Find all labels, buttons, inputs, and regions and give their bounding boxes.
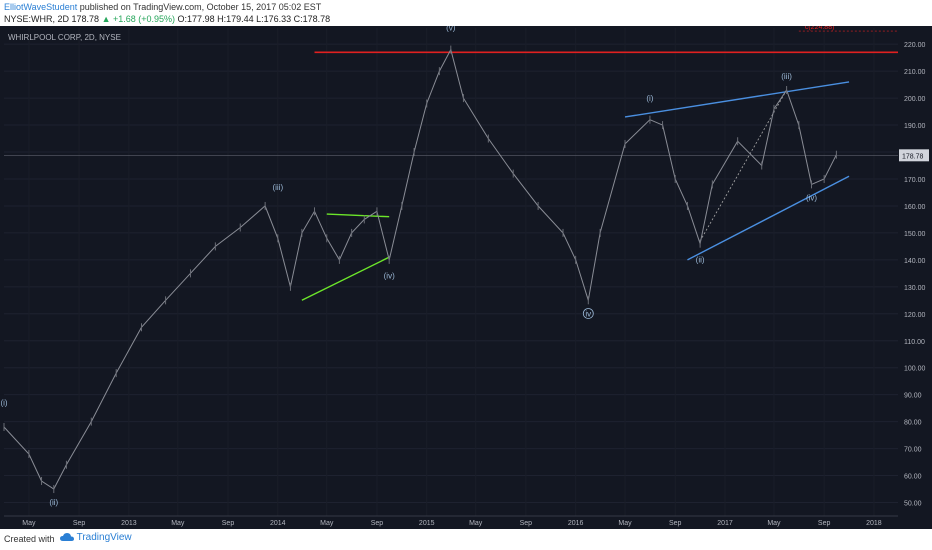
y-tick-label: 210.00 — [904, 69, 926, 76]
x-tick-label: Sep — [520, 520, 533, 527]
footer: Created with TradingView — [0, 529, 932, 550]
x-tick-label: 2013 — [121, 520, 137, 527]
chart-title: WHIRLPOOL CORP, 2D, NYSE — [8, 33, 121, 42]
last-price-marker — [899, 149, 929, 162]
wave-label-text: (i) — [646, 94, 653, 103]
y-tick-label: 80.00 — [904, 420, 922, 427]
wave-label: (iv) — [384, 272, 395, 281]
triangle-lower-line — [301, 256, 390, 301]
x-tick-label: Sep — [669, 520, 682, 527]
published-text: published on TradingView.com, October 15… — [79, 2, 322, 12]
wave-label: (iv) — [806, 194, 817, 203]
x-tick-label: May — [22, 520, 36, 527]
ohlc-values: O:177.98 H:179.44 L:176.33 C:178.78 — [177, 14, 331, 24]
y-tick-label: 220.00 — [904, 42, 926, 49]
wave-label: (ii) — [49, 498, 58, 507]
brand-label: TradingView — [76, 532, 132, 543]
wave-label: (ii) — [696, 256, 705, 265]
wave-label-text: (ii) — [696, 256, 705, 265]
x-tick-label: 2014 — [270, 520, 286, 527]
wave-label-text: (i) — [0, 398, 7, 407]
wedge-upper-line — [624, 81, 850, 118]
price-target-label: c(224.88) — [805, 26, 835, 31]
y-tick-label: 140.00 — [904, 258, 926, 265]
wave-label-text: (iv) — [806, 194, 817, 203]
x-tick-label: Sep — [222, 520, 235, 527]
x-tick-label: Sep — [818, 520, 831, 527]
last-price: 178.78 — [71, 14, 100, 24]
x-tick-label: May — [618, 520, 632, 527]
y-tick-label: 160.00 — [904, 204, 926, 211]
y-tick-label: 60.00 — [904, 474, 922, 481]
y-tick-label: 190.00 — [904, 123, 926, 130]
wave-label: (i) — [0, 398, 7, 407]
wave-label-text: (ii) — [49, 498, 58, 507]
chart-area[interactable]: 50.00 60.00 70.00 80.00 90.00 100.00 110.00 120… — [0, 8, 932, 529]
x-tick-label: May — [320, 520, 334, 527]
wave-label: (i) — [646, 94, 653, 103]
x-tick-label: 2016 — [568, 520, 584, 527]
wave-label-text: iv — [585, 309, 591, 318]
wave-label-text: (v) — [446, 26, 456, 33]
y-tick-label: 150.00 — [904, 231, 926, 238]
y-tick-label: 170.00 — [904, 177, 926, 184]
y-tick-label: 50.00 — [904, 501, 922, 508]
wave-circle — [582, 308, 594, 319]
wave-label: (v) — [446, 24, 456, 33]
price-scale — [898, 26, 932, 529]
symbol-label: NYSE:WHR, 2D — [4, 14, 70, 24]
author-link[interactable]: ElliotWaveStudent — [4, 2, 78, 12]
wave-label: (iii) — [781, 72, 792, 81]
created-with-text: Created with — [4, 534, 55, 544]
x-tick-label: May — [171, 520, 185, 527]
tradingview-brand[interactable]: TradingView — [60, 532, 132, 543]
y-tick-label: 70.00 — [904, 447, 922, 454]
wave-label-text: (iii) — [781, 72, 792, 81]
price-change: ▲ +1.68 (+0.95%) — [101, 14, 176, 24]
y-tick-label: 100.00 — [904, 366, 926, 373]
wave-label-text: (iii) — [272, 183, 283, 192]
wave-label-text: (iv) — [384, 272, 395, 281]
x-tick-label: May — [767, 520, 781, 527]
wedge-lower-line — [687, 175, 850, 261]
wave-label: iv — [582, 308, 594, 319]
price-chart[interactable]: 50.00 60.00 70.00 80.00 90.00 100.00 110.00 120… — [0, 8, 932, 529]
x-tick-label: 2015 — [419, 520, 435, 527]
last-price-value: 178.78 — [902, 153, 924, 160]
publish-header: ElliotWaveStudent published on TradingVi… — [0, 0, 932, 26]
x-tick-label: May — [469, 520, 483, 527]
x-tick-label: 2018 — [866, 520, 882, 527]
cloud-icon — [60, 532, 74, 541]
x-tick-label: 2017 — [717, 520, 733, 527]
publish-line: ElliotWaveStudent published on TradingVi… — [4, 2, 321, 12]
x-tick-label: Sep — [73, 520, 86, 527]
symbol-line: NYSE:WHR, 2D 178.78 ▲ +1.68 (+0.95%) O:1… — [4, 14, 330, 24]
x-tick-label: Sep — [371, 520, 384, 527]
y-tick-label: 110.00 — [904, 339, 925, 346]
wave-label: (iii) — [272, 183, 283, 192]
y-tick-label: 90.00 — [904, 393, 922, 400]
y-tick-label: 120.00 — [904, 312, 926, 319]
triangle-upper-line — [326, 213, 390, 218]
y-tick-label: 130.00 — [904, 285, 926, 292]
y-tick-label: 200.00 — [904, 96, 926, 103]
